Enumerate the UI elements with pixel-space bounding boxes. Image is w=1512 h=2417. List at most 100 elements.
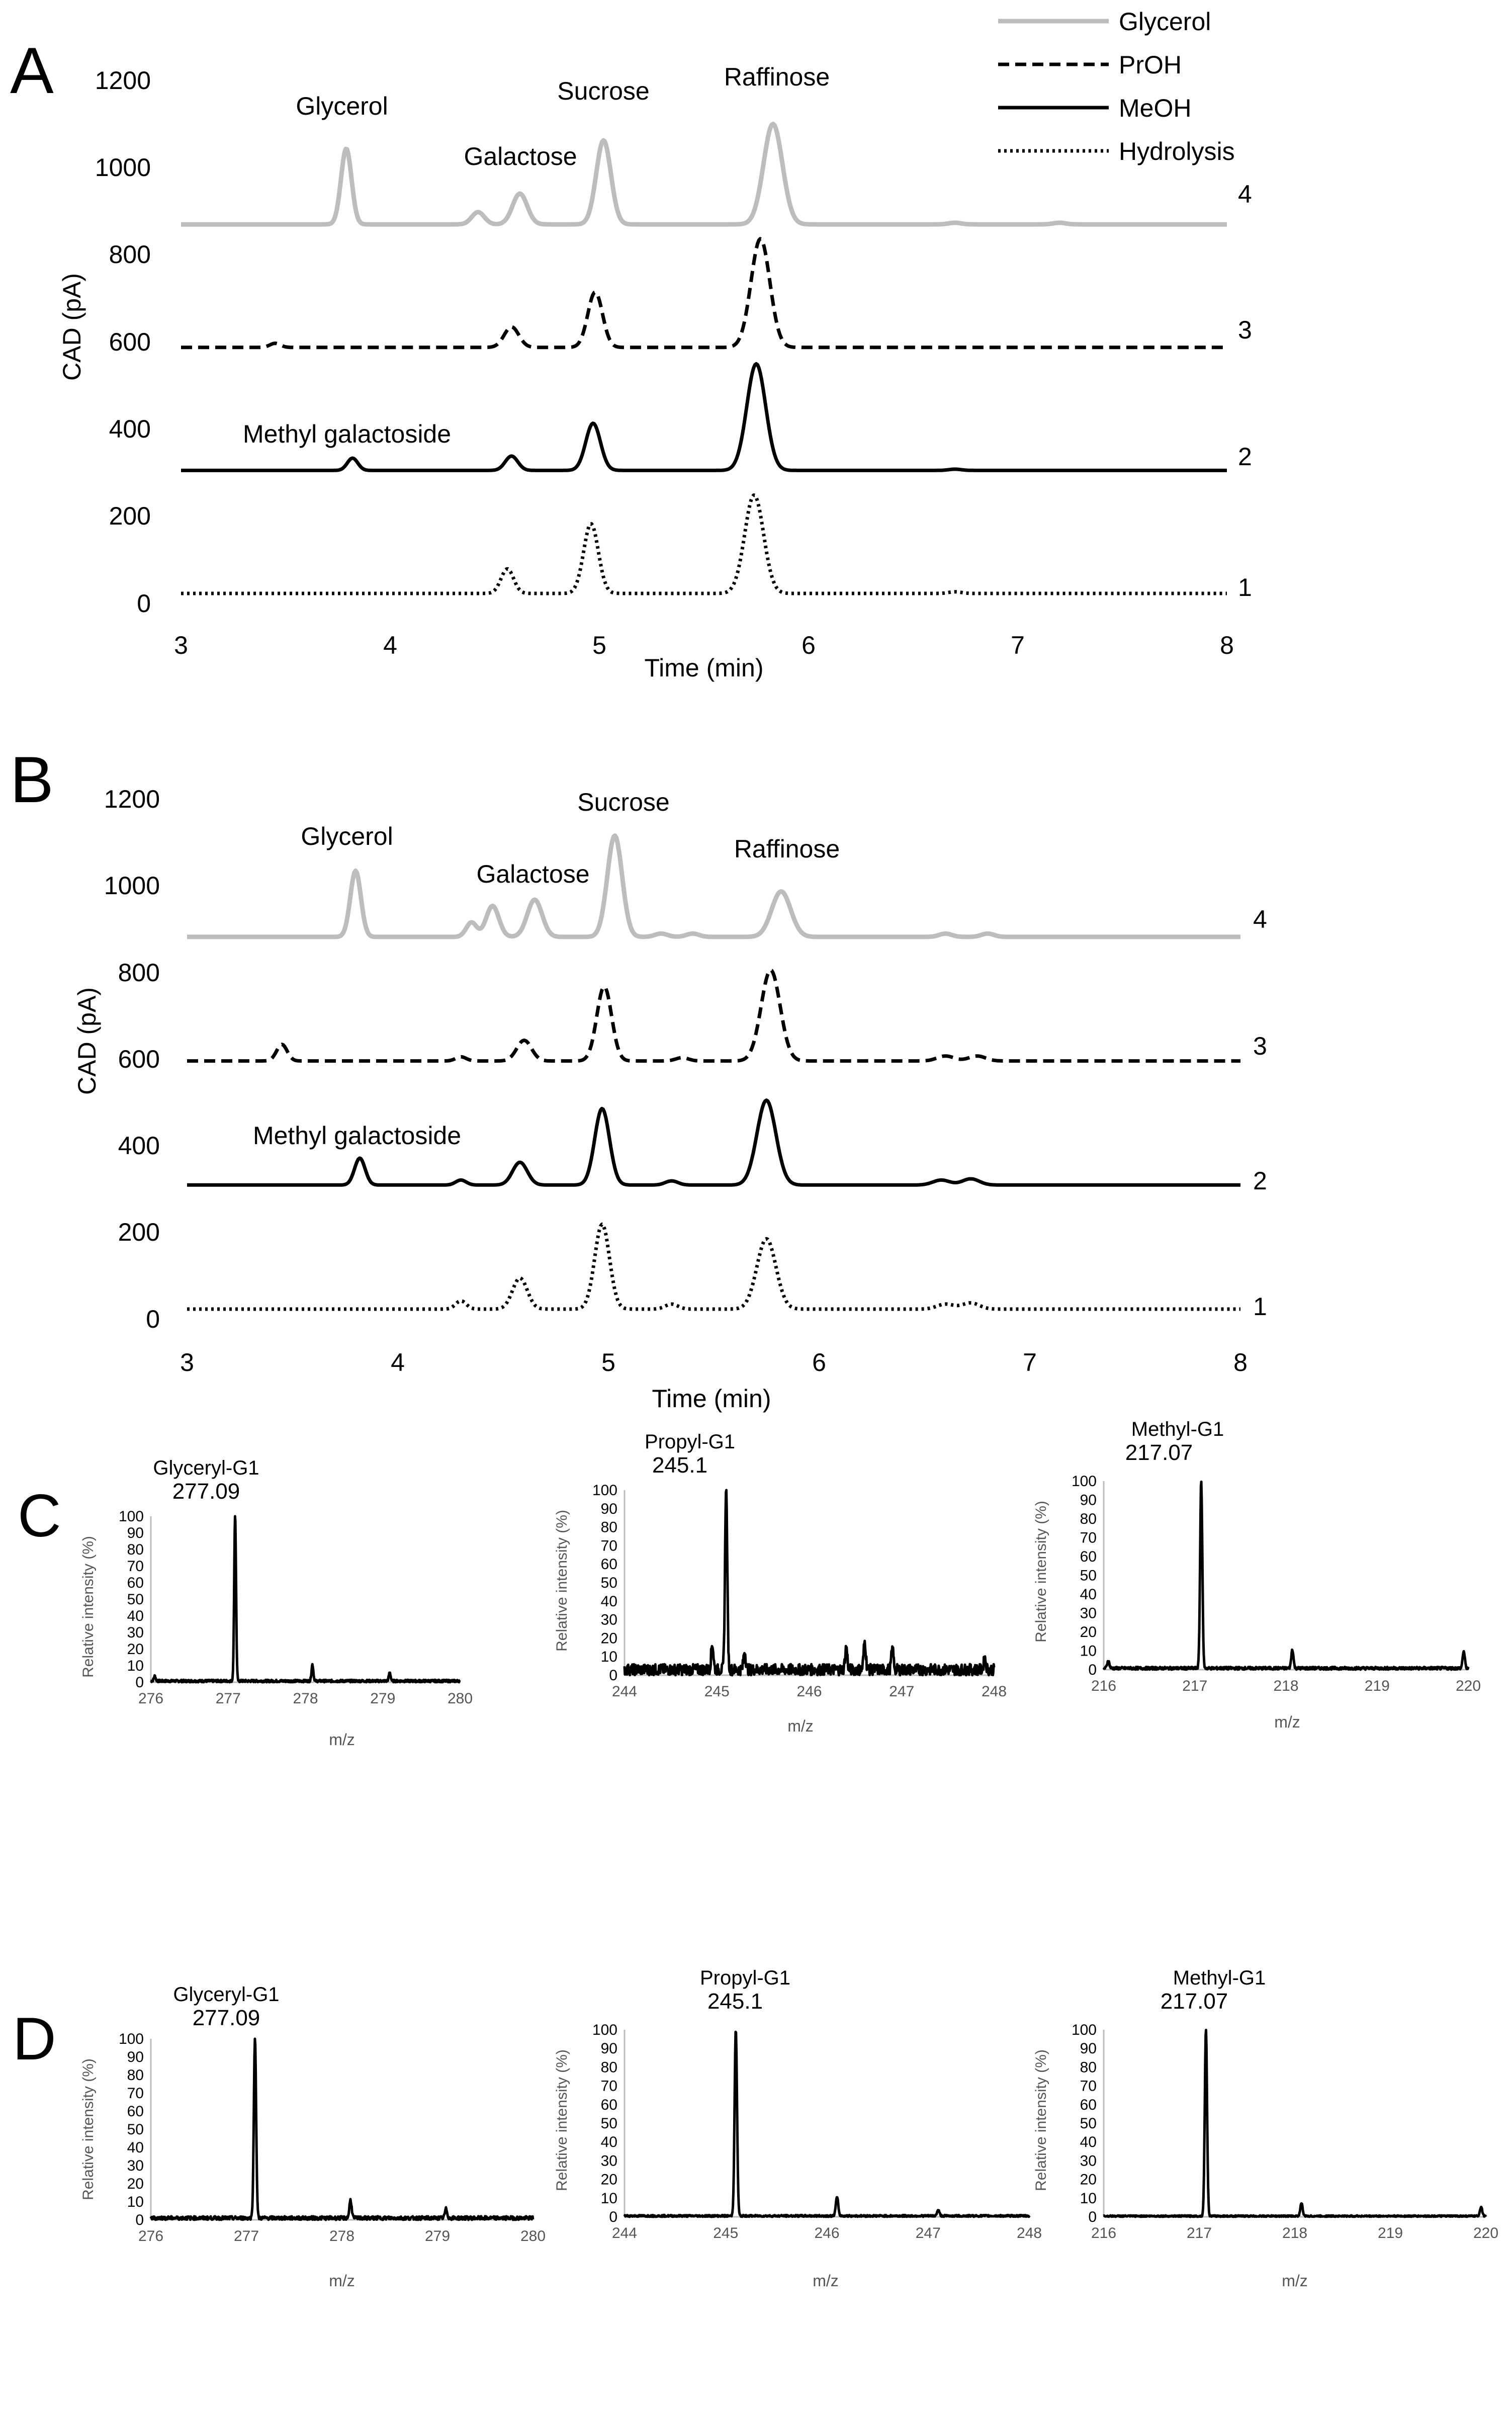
spectrum-xtick: 276 (138, 2228, 163, 2245)
chart-a-legend: Glycerol PrOH MeOH Hydrolysis (998, 8, 1235, 165)
chart-c: Glyceryl-G1 277.09 Relative intensity (%… (80, 1418, 1481, 1749)
spectrum-ytick: 90 (601, 2040, 617, 2057)
spectrum-peak-label: 217.07 (1125, 1440, 1193, 1465)
spectrum-ytick: 100 (119, 2031, 144, 2047)
spectrum-ytick: 40 (601, 1593, 617, 1610)
spectrum-ytick: 90 (1080, 2040, 1097, 2057)
spectrum-ytick: 10 (127, 1658, 144, 1674)
spectrum-trace (150, 1515, 461, 1684)
spectrum-ytick: 30 (127, 1624, 144, 1641)
spectrum-ytick: 10 (1080, 1643, 1097, 1660)
spectrum-d-propyl: Propyl-G1 245.1 Relative intensity (%) m… (554, 1967, 1042, 2290)
spectrum-ytick: 70 (601, 2078, 617, 2095)
spectrum-ytick: 60 (127, 2103, 144, 2120)
spectrum-xtick: 248 (982, 1683, 1007, 1700)
spectrum-ytick: 0 (135, 1674, 144, 1691)
spectrum-ytick: 30 (127, 2157, 144, 2174)
spectrum-xtick: 246 (796, 1683, 822, 1700)
spectrum-c-glyceryl: Glyceryl-G1 277.09 Relative intensity (%… (80, 1457, 473, 1749)
spectrum-xtick: 247 (889, 1683, 914, 1700)
chart-a-ytick-200: 200 (109, 502, 151, 530)
spectrum-xlabel: m/z (329, 2272, 355, 2290)
spectrum-ytick: 30 (601, 1612, 617, 1628)
spectrum-title: Propyl-G1 (645, 1431, 735, 1453)
spectrum-title: Methyl-G1 (1173, 1967, 1266, 1989)
spectrum-xtick: 248 (1017, 2225, 1042, 2241)
spectrum-ylabel: Relative intensity (%) (1033, 1501, 1049, 1643)
spectrum-ytick: 40 (1080, 2134, 1097, 2150)
spectrum-ytick: 20 (601, 2172, 617, 2188)
spectrum-ytick: 80 (1080, 2059, 1097, 2076)
chart-a-xtick-8: 8 (1220, 631, 1234, 659)
chart-b-annotation-galactose: Galactose (476, 860, 589, 888)
chart-a-xtick-7: 7 (1011, 631, 1025, 659)
spectrum-ytick: 100 (592, 1482, 617, 1499)
chart-b-trace-meoh (187, 1098, 1241, 1187)
chart-a-trace-hydrolysis (181, 493, 1227, 595)
spectrum-xtick: 217 (1182, 1678, 1207, 1694)
chart-b-xtick-5: 5 (601, 1348, 615, 1376)
spectrum-xtick: 245 (713, 2225, 738, 2241)
chart-b-xlabel: Time (min) (652, 1385, 771, 1413)
spectrum-ytick: 40 (601, 2134, 617, 2150)
spectrum-ytick: 0 (609, 2209, 617, 2225)
chart-b-trace-number-2: 2 (1253, 1167, 1267, 1195)
chart-b-xtick-6: 6 (812, 1348, 826, 1376)
spectrum-peak-label: 277.09 (172, 1479, 240, 1504)
spectrum-ytick: 30 (1080, 2152, 1097, 2169)
spectrum-ytick: 90 (127, 2049, 144, 2065)
spectrum-ytick: 50 (601, 1575, 617, 1591)
spectrum-peak-label: 277.09 (193, 2006, 260, 2030)
chart-a-xtick-3: 3 (174, 631, 188, 659)
chart-b-trace-number-4: 4 (1253, 905, 1267, 933)
spectrum-ytick: 10 (127, 2194, 144, 2210)
spectrum-xtick: 219 (1365, 1678, 1390, 1694)
chart-a-annotation-sucrose: Sucrose (557, 77, 649, 105)
chart-a-trace-meoh (181, 362, 1227, 472)
chart-d: Glyceryl-G1 277.09 Relative intensity (%… (80, 1967, 1498, 2290)
chart-b-ylabel: CAD (pA) (73, 987, 101, 1095)
spectrum-trace (1103, 2029, 1487, 2218)
spectrum-c-methyl: Methyl-G1 217.07 Relative intensity (%) … (1033, 1418, 1481, 1731)
spectrum-xtick: 280 (520, 2228, 546, 2245)
spectrum-ytick: 80 (601, 2059, 617, 2076)
spectrum-ylabel: Relative intensity (%) (1033, 2049, 1049, 2191)
chart-b-trace-hydrolysis (187, 1223, 1241, 1311)
panel-letter-c: C (18, 1482, 61, 1549)
spectrum-ytick: 100 (119, 1508, 144, 1525)
spectrum-ylabel: Relative intensity (%) (80, 2058, 97, 2200)
spectrum-xtick: 277 (216, 1690, 241, 1707)
spectrum-title: Propyl-G1 (700, 1967, 790, 1989)
spectrum-title: Glyceryl-G1 (153, 1457, 259, 1479)
spectrum-xtick: 245 (704, 1683, 730, 1700)
spectrum-trace (623, 2030, 1031, 2218)
spectrum-xtick: 277 (234, 2228, 259, 2245)
spectrum-xlabel: m/z (1274, 1713, 1300, 1731)
chart-b-ytick-1200: 1200 (104, 785, 160, 813)
chart-b-annotation-methyl-galactoside: Methyl galactoside (253, 1121, 461, 1150)
spectrum-ylabel: Relative intensity (%) (554, 1510, 570, 1652)
chart-b-xtick-8: 8 (1233, 1348, 1248, 1376)
spectrum-xtick: 278 (329, 2228, 354, 2245)
chart-b-ytick-600: 600 (118, 1045, 160, 1073)
spectrum-ytick: 70 (127, 1558, 144, 1575)
spectrum-ytick: 40 (127, 1608, 144, 1624)
chart-a-xtick-6: 6 (802, 631, 816, 659)
spectrum-title: Glyceryl-G1 (173, 1983, 279, 2006)
spectrum-ytick: 80 (127, 1541, 144, 1558)
legend-label-meoh: MeOH (1119, 94, 1191, 122)
chart-b-trace-number-1: 1 (1253, 1292, 1267, 1321)
spectrum-xtick: 218 (1282, 2225, 1307, 2241)
chart-a: CAD (pA) 0 200 400 600 800 1000 1200 3 4… (58, 8, 1252, 682)
spectrum-ytick: 40 (1080, 1586, 1097, 1603)
spectrum-peak-label: 217.07 (1161, 1989, 1228, 2014)
spectrum-trace (1102, 1480, 1470, 1671)
spectrum-trace (149, 2037, 535, 2221)
spectrum-ytick: 10 (601, 1649, 617, 1665)
spectrum-ytick: 60 (1080, 2097, 1097, 2113)
spectrum-xlabel: m/z (1282, 2272, 1308, 2290)
spectrum-ytick: 70 (601, 1537, 617, 1554)
spectrum-ytick: 100 (592, 2022, 617, 2038)
chart-a-annotation-methyl-galactoside: Methyl galactoside (243, 420, 451, 448)
spectrum-ytick: 40 (127, 2139, 144, 2156)
